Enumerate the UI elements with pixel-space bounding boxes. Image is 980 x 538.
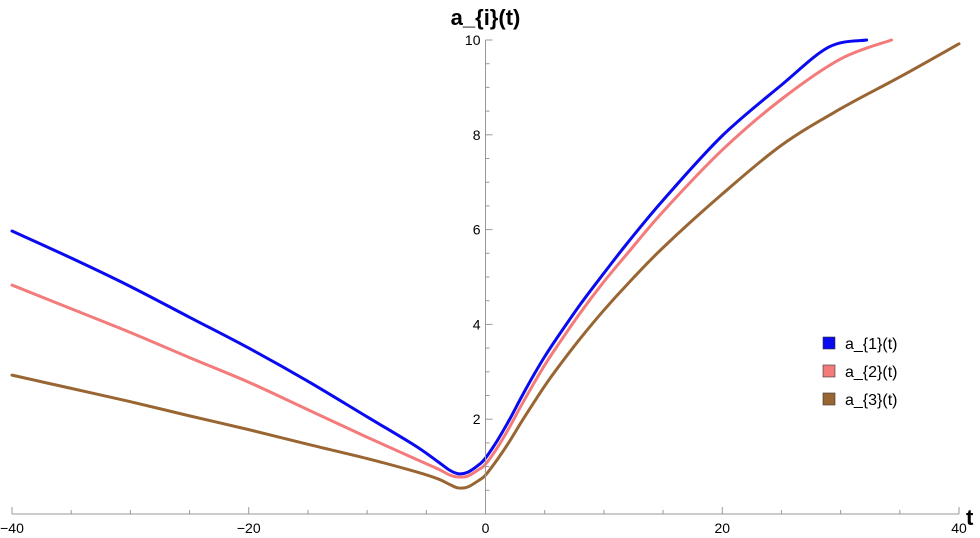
y-axis-title: a_{i}(t) (451, 5, 521, 30)
plot-curves (10, 38, 961, 490)
series-line-3 (10, 42, 961, 490)
y-tick-label: 2 (473, 411, 481, 427)
tick-labels: −40 −20 0 20 40 2 4 6 8 10 (0, 32, 967, 536)
x-tick-label: −20 (237, 520, 261, 536)
series-line-2 (10, 38, 894, 479)
legend-swatch-3 (822, 392, 836, 406)
x-tick-label: 40 (951, 520, 967, 536)
legend-label-2: a_{2}(t) (845, 364, 897, 381)
legend-label-3: a_{3}(t) (845, 392, 897, 409)
tick-marks (11, 39, 960, 514)
y-tick-label: 6 (473, 222, 481, 238)
legend-swatch-2 (822, 364, 836, 378)
legend: a_{1}(t) a_{2}(t) a_{3}(t) (822, 336, 897, 409)
y-tick-label: 8 (473, 127, 481, 143)
legend-swatch-1 (822, 336, 836, 350)
x-tick-label: 20 (714, 520, 730, 536)
series-line-1 (10, 38, 869, 476)
y-tick-label: 4 (473, 316, 481, 332)
x-axis-title: t (966, 505, 974, 530)
y-tick-label: 10 (465, 32, 481, 48)
x-tick-label: 0 (482, 520, 490, 536)
legend-label-1: a_{1}(t) (845, 336, 897, 353)
x-tick-label: −40 (0, 520, 24, 536)
